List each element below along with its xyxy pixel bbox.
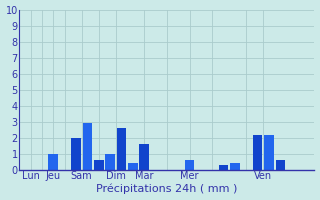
Bar	[230, 163, 240, 170]
Bar	[71, 138, 81, 170]
Bar	[105, 154, 115, 170]
Bar	[116, 128, 126, 170]
Bar	[185, 160, 194, 170]
Bar	[219, 165, 228, 170]
Bar	[264, 135, 274, 170]
Bar	[139, 144, 149, 170]
Bar	[276, 160, 285, 170]
Bar	[83, 123, 92, 170]
Bar	[253, 135, 262, 170]
Bar	[48, 154, 58, 170]
Bar	[128, 163, 138, 170]
Bar	[94, 160, 103, 170]
X-axis label: Précipitations 24h ( mm ): Précipitations 24h ( mm )	[96, 184, 237, 194]
